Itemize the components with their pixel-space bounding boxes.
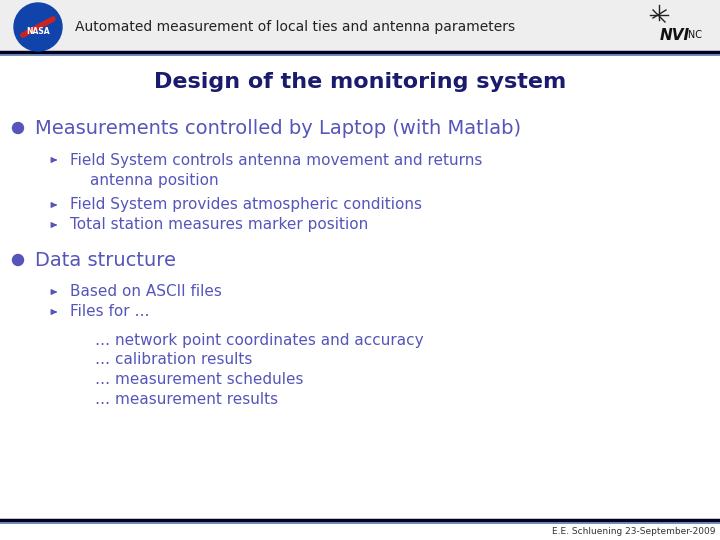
- Circle shape: [12, 254, 24, 266]
- Text: Automated measurement of local ties and antenna parameters: Automated measurement of local ties and …: [75, 20, 515, 34]
- Text: NASA: NASA: [26, 26, 50, 36]
- Circle shape: [14, 3, 62, 51]
- Text: NVI: NVI: [660, 28, 690, 43]
- Text: … network point coordinates and accuracy: … network point coordinates and accuracy: [95, 333, 423, 348]
- Text: antenna position: antenna position: [90, 172, 219, 187]
- Text: Based on ASCII files: Based on ASCII files: [70, 285, 222, 300]
- Text: Field System controls antenna movement and returns: Field System controls antenna movement a…: [70, 152, 482, 167]
- Text: E.E. Schluening 23-September-2009: E.E. Schluening 23-September-2009: [552, 528, 715, 537]
- Text: … calibration results: … calibration results: [95, 353, 253, 368]
- Text: Total station measures marker position: Total station measures marker position: [70, 218, 368, 233]
- Bar: [0, 0, 720, 52]
- Circle shape: [12, 123, 24, 133]
- Text: … measurement results: … measurement results: [95, 393, 278, 408]
- Text: Files for …: Files for …: [70, 305, 150, 320]
- Text: Measurements controlled by Laptop (with Matlab): Measurements controlled by Laptop (with …: [35, 118, 521, 138]
- Text: INC: INC: [685, 30, 702, 40]
- Text: Field System provides atmospheric conditions: Field System provides atmospheric condit…: [70, 198, 422, 213]
- Text: … measurement schedules: … measurement schedules: [95, 373, 304, 388]
- Text: Data structure: Data structure: [35, 251, 176, 269]
- Text: Design of the monitoring system: Design of the monitoring system: [154, 72, 566, 92]
